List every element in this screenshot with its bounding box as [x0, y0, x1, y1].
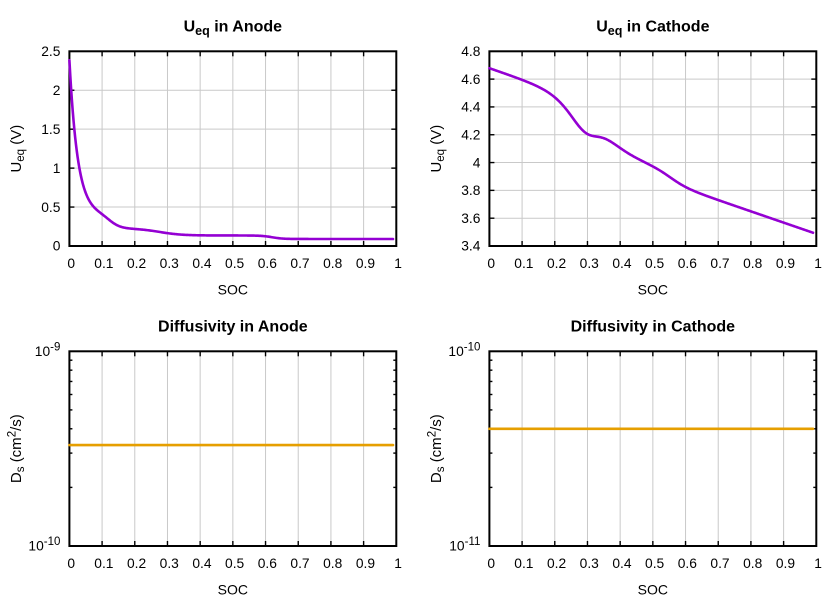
- svg-text:Ueq (V): Ueq (V): [428, 125, 447, 173]
- svg-text:0: 0: [53, 239, 61, 254]
- svg-text:0.3: 0.3: [160, 256, 180, 271]
- svg-text:0.7: 0.7: [290, 256, 309, 271]
- svg-text:1: 1: [814, 256, 822, 271]
- svg-text:0.8: 0.8: [743, 256, 763, 271]
- svg-text:SOC: SOC: [638, 582, 668, 598]
- svg-text:0.1: 0.1: [514, 556, 533, 571]
- svg-text:3.8: 3.8: [461, 183, 481, 198]
- svg-text:0.9: 0.9: [776, 556, 796, 571]
- svg-text:0.4: 0.4: [192, 556, 212, 571]
- svg-text:1: 1: [53, 161, 61, 176]
- svg-text:0.6: 0.6: [678, 256, 698, 271]
- svg-text:4: 4: [473, 155, 481, 170]
- svg-text:0.1: 0.1: [94, 256, 113, 271]
- svg-text:3.4: 3.4: [461, 239, 481, 254]
- svg-text:Diffusivity in Anode: Diffusivity in Anode: [158, 319, 308, 336]
- svg-text:0: 0: [487, 556, 495, 571]
- svg-text:Ds (cm2/s): Ds (cm2/s): [7, 414, 27, 483]
- svg-text:4.8: 4.8: [461, 44, 481, 59]
- svg-text:0.4: 0.4: [612, 556, 632, 571]
- svg-text:0: 0: [67, 256, 75, 271]
- svg-text:1.5: 1.5: [41, 122, 61, 137]
- svg-text:4.2: 4.2: [461, 127, 480, 142]
- svg-text:0.2: 0.2: [127, 556, 146, 571]
- svg-text:0: 0: [487, 256, 495, 271]
- svg-text:0.5: 0.5: [225, 256, 245, 271]
- svg-text:0.5: 0.5: [225, 556, 245, 571]
- svg-text:0.5: 0.5: [645, 256, 665, 271]
- svg-text:SOC: SOC: [218, 282, 248, 298]
- svg-text:0.1: 0.1: [94, 556, 113, 571]
- svg-text:0.2: 0.2: [547, 256, 566, 271]
- svg-text:0.5: 0.5: [41, 200, 61, 215]
- svg-text:0.3: 0.3: [160, 556, 180, 571]
- svg-text:Ds (cm2/s): Ds (cm2/s): [427, 414, 447, 483]
- svg-text:SOC: SOC: [218, 582, 248, 598]
- svg-text:Ueq (V): Ueq (V): [8, 125, 27, 173]
- svg-text:Ueq in Cathode: Ueq in Cathode: [596, 19, 709, 39]
- svg-text:0.8: 0.8: [323, 556, 343, 571]
- svg-text:1: 1: [814, 556, 822, 571]
- svg-text:0.5: 0.5: [645, 556, 665, 571]
- svg-text:0.6: 0.6: [258, 556, 278, 571]
- svg-text:0.7: 0.7: [710, 256, 729, 271]
- svg-text:0.6: 0.6: [258, 256, 278, 271]
- svg-text:0.2: 0.2: [547, 556, 566, 571]
- svg-text:1: 1: [394, 556, 402, 571]
- svg-text:0.8: 0.8: [743, 556, 763, 571]
- svg-text:0: 0: [67, 556, 75, 571]
- svg-text:1: 1: [394, 256, 402, 271]
- svg-text:0.9: 0.9: [776, 256, 796, 271]
- svg-text:Ueq in Anode: Ueq in Anode: [184, 19, 283, 39]
- svg-text:3.6: 3.6: [461, 211, 481, 226]
- svg-text:4.6: 4.6: [461, 72, 481, 87]
- svg-text:2: 2: [53, 83, 61, 98]
- svg-text:0.4: 0.4: [612, 256, 632, 271]
- svg-text:0.3: 0.3: [580, 556, 600, 571]
- svg-text:SOC: SOC: [638, 282, 668, 298]
- svg-text:Diffusivity in Cathode: Diffusivity in Cathode: [571, 319, 736, 336]
- svg-text:0.8: 0.8: [323, 256, 343, 271]
- svg-text:0.6: 0.6: [678, 556, 698, 571]
- svg-text:0.7: 0.7: [710, 556, 729, 571]
- svg-text:2.5: 2.5: [41, 44, 61, 59]
- svg-text:0.9: 0.9: [356, 256, 376, 271]
- svg-text:0.7: 0.7: [290, 556, 309, 571]
- svg-text:0.9: 0.9: [356, 556, 376, 571]
- svg-text:0.3: 0.3: [580, 256, 600, 271]
- svg-text:4.4: 4.4: [461, 100, 481, 115]
- svg-text:0.4: 0.4: [192, 256, 212, 271]
- svg-text:0.2: 0.2: [127, 256, 146, 271]
- svg-text:0.1: 0.1: [514, 256, 533, 271]
